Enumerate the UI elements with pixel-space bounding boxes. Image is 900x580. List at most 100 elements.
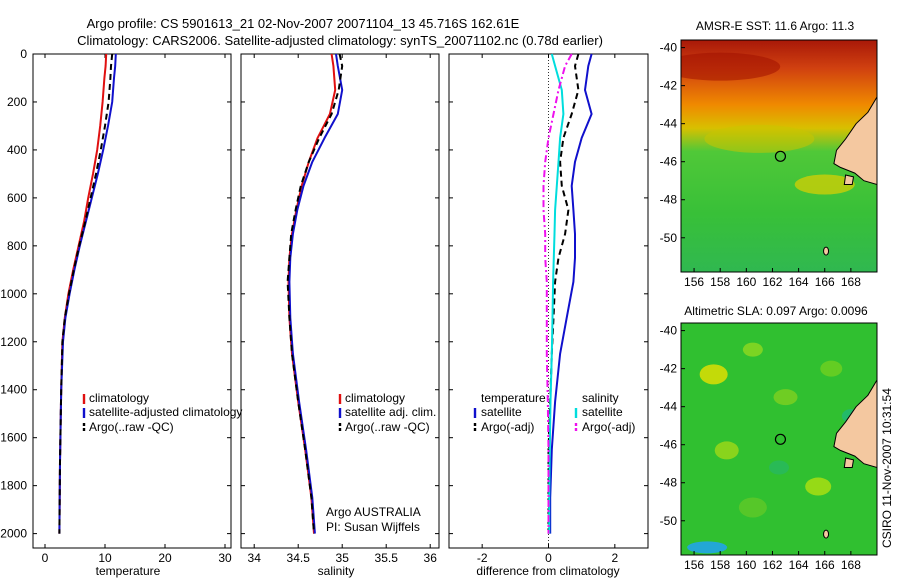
sla-anomaly-patch bbox=[805, 477, 832, 496]
difference-series-line bbox=[548, 53, 565, 534]
temperature-ytick-label: 1600 bbox=[0, 431, 27, 445]
temperature-ytick-label: 2000 bbox=[0, 527, 27, 541]
temperature-xtick-label: 10 bbox=[98, 551, 112, 565]
sla-map-ytick-label: -42 bbox=[660, 362, 678, 376]
sst-map-title: AMSR-E SST: 11.6 Argo: 11.3 bbox=[696, 19, 855, 33]
sla-map-ytick-label: -40 bbox=[660, 324, 678, 338]
sst-map-xtick-label: 164 bbox=[789, 275, 809, 289]
sst-map-xtick-label: 168 bbox=[841, 275, 861, 289]
temperature-ytick-label: 1000 bbox=[0, 287, 27, 301]
salinity-xtick-label: 35.5 bbox=[375, 551, 399, 565]
sla-map-ytick-label: -46 bbox=[660, 438, 678, 452]
temperature-ytick-label: 200 bbox=[7, 95, 27, 109]
figure-title-line2: Climatology: CARS2006. Satellite-adjuste… bbox=[77, 33, 603, 48]
sst-map-xtick-label: 158 bbox=[710, 275, 730, 289]
credit-text: CSIRO 11-Nov-2007 10:31:54 bbox=[880, 388, 894, 548]
sst-map-ytick-label: -42 bbox=[660, 79, 678, 93]
salinity-xlabel: salinity bbox=[318, 564, 355, 578]
sst-map-xtick-label: 156 bbox=[684, 275, 704, 289]
difference-legend-header-temperature: temperature bbox=[481, 391, 546, 405]
stewart-island bbox=[843, 174, 855, 185]
sla-anomaly-patch bbox=[742, 342, 763, 357]
sla-anomaly-patch bbox=[687, 541, 728, 554]
sst-front-band bbox=[704, 124, 815, 153]
difference-legend-sal-argo: Argo(-adj) bbox=[582, 420, 635, 434]
temperature-legend-climatology: climatology bbox=[89, 391, 149, 405]
sla-anomaly-patch bbox=[769, 460, 789, 475]
argo-float-position-marker bbox=[774, 150, 787, 162]
temperature-ytick-label: 800 bbox=[7, 239, 27, 253]
sla-map-xtick-label: 162 bbox=[762, 558, 782, 572]
salinity-plot-frame bbox=[240, 53, 440, 549]
auckland-islands bbox=[823, 246, 830, 256]
temperature-ytick-label: 400 bbox=[7, 143, 27, 157]
sst-map-xtick-label: 166 bbox=[815, 275, 835, 289]
sla-map-xtick-label: 168 bbox=[841, 558, 861, 572]
figure-title-line1: Argo profile: CS 5901613_21 02-Nov-2007 … bbox=[87, 16, 520, 31]
temperature-ytick-label: 0 bbox=[20, 47, 27, 61]
temperature-xtick-label: 0 bbox=[42, 551, 49, 565]
temperature-xtick-label: 20 bbox=[158, 551, 172, 565]
difference-xtick-label: 0 bbox=[545, 551, 552, 565]
salinity-xtick-label: 34.5 bbox=[287, 551, 311, 565]
sst-map-xtick-label: 160 bbox=[736, 275, 756, 289]
salinity-legend-satellite: satellite adj. clim. bbox=[345, 405, 436, 419]
difference-legend-sal-satellite: satellite bbox=[582, 405, 623, 419]
salinity-annotation-line1: Argo AUSTRALIA bbox=[326, 505, 421, 519]
temperature-ytick-label: 1800 bbox=[0, 479, 27, 493]
difference-series-line bbox=[542, 53, 573, 534]
sst-warm-tongue bbox=[794, 174, 855, 195]
difference-panel: -2 0 2 bbox=[448, 53, 649, 565]
temperature-xtick-label: 30 bbox=[218, 551, 232, 565]
sla-anomaly-patch bbox=[699, 364, 728, 385]
sla-map-ytick-label: -50 bbox=[660, 514, 678, 528]
difference-series-line bbox=[547, 53, 580, 534]
salinity-series-line bbox=[286, 53, 344, 534]
new-zealand-land bbox=[833, 378, 877, 469]
temperature-series-line bbox=[58, 53, 114, 534]
sla-map-xtick-label: 164 bbox=[789, 558, 809, 572]
sst-map-ytick-label: -40 bbox=[660, 41, 678, 55]
salinity-legend-argo: Argo(..raw -QC) bbox=[345, 420, 430, 434]
sla-map-ytick-label: -44 bbox=[660, 400, 678, 414]
temperature-xlabel: temperature bbox=[96, 564, 161, 578]
sla-map-title: Altimetric SLA: 0.097 Argo: 0.0096 bbox=[684, 304, 868, 318]
difference-legend-temp-argo: Argo(-adj) bbox=[481, 420, 534, 434]
temperature-legend-argo: Argo(..raw -QC) bbox=[89, 420, 174, 434]
sla-map-xtick-label: 160 bbox=[736, 558, 756, 572]
sla-map-xtick-label: 158 bbox=[710, 558, 730, 572]
difference-series-line bbox=[549, 53, 593, 534]
sst-warm-core bbox=[681, 52, 781, 81]
sla-map-xtick-label: 166 bbox=[815, 558, 835, 572]
argo-float-position-marker bbox=[774, 433, 787, 445]
sst-map-ytick-label: -44 bbox=[660, 117, 678, 131]
new-zealand-land bbox=[833, 95, 877, 186]
sla-map-ytick-label: -48 bbox=[660, 476, 678, 490]
salinity-annotation-line2: PI: Susan Wijffels bbox=[326, 520, 420, 534]
temperature-legend-satellite: satellite-adjusted climatology bbox=[89, 405, 242, 419]
sst-map-xtick-label: 162 bbox=[762, 275, 782, 289]
sla-map-frame bbox=[680, 322, 878, 556]
sla-map-xtick-label: 156 bbox=[684, 558, 704, 572]
salinity-panel: 34 34.5 35 35.5 36 bbox=[240, 53, 440, 565]
difference-xtick-label: 2 bbox=[611, 551, 618, 565]
sla-map: 156 158 160 162 164 166 168 -40 -42 -44 -46 -48 -50 bbox=[660, 322, 878, 572]
sla-anomaly-patch bbox=[820, 360, 843, 377]
difference-legend-temp-satellite: satellite bbox=[481, 405, 522, 419]
temperature-plot-frame bbox=[32, 53, 232, 549]
sst-map-frame bbox=[680, 39, 878, 273]
salinity-xtick-label: 34 bbox=[248, 551, 262, 565]
temperature-panel: 0 10 20 30 0 200 400 600 800 1000 1200 1400 1600 1800… bbox=[0, 47, 232, 565]
sla-anomaly-patch bbox=[738, 497, 767, 518]
sla-anomaly-patch bbox=[773, 389, 798, 406]
salinity-legend-climatology: climatology bbox=[345, 391, 405, 405]
temperature-ytick-label: 1200 bbox=[0, 335, 27, 349]
temperature-ytick-label: 600 bbox=[7, 191, 27, 205]
sla-anomaly-patch bbox=[714, 441, 739, 460]
sst-map-ytick-label: -46 bbox=[660, 155, 678, 169]
difference-xtick-label: -2 bbox=[477, 551, 488, 565]
sst-map-ytick-label: -50 bbox=[660, 231, 678, 245]
salinity-xtick-label: 36 bbox=[424, 551, 438, 565]
salinity-xtick-label: 35 bbox=[336, 551, 350, 565]
